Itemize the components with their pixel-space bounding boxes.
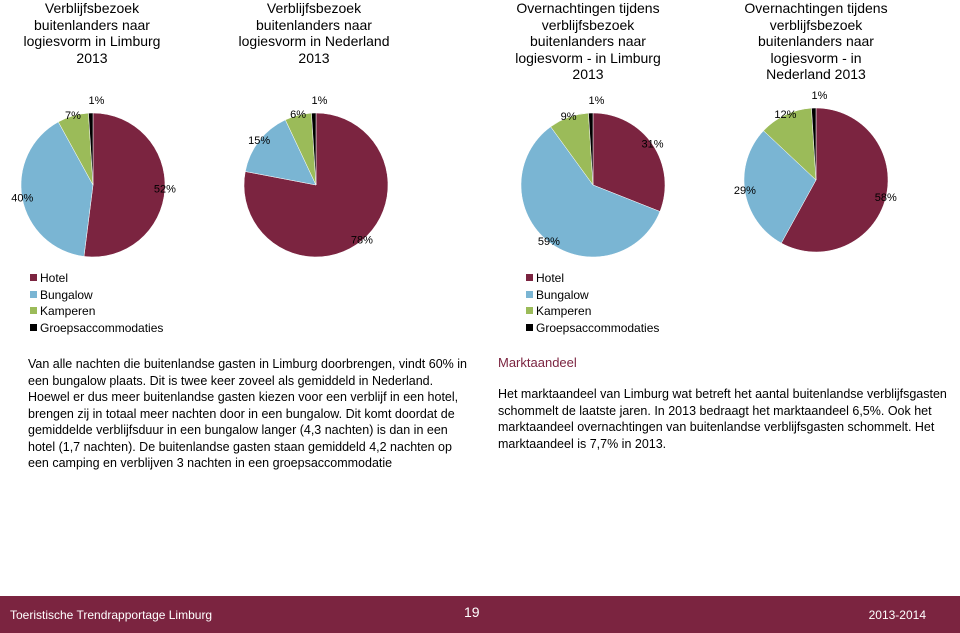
footer-year: 2013-2014 <box>868 608 926 622</box>
pie-charts: 52% 40% 7% 1% 78% 15% 6% 1% 31% 59% 9% 1% 58% 29% 12% 1… <box>11 90 897 258</box>
pie-slice <box>743 130 817 244</box>
pie-slice <box>83 112 166 258</box>
paragraph: Van alle nachten die buitenlandse gasten… <box>28 357 467 470</box>
chart-title: Overnachtingen tijdens verblijfsbezoek b… <box>515 0 661 82</box>
legend-item: Groepsaccommodaties <box>30 320 163 337</box>
legend-item: Kamperen <box>526 303 659 320</box>
pie-slice <box>811 107 817 181</box>
legend-label: Groepsaccommodaties <box>40 320 164 335</box>
legend-label: Hotel <box>536 271 565 285</box>
data-label: 1% <box>812 90 828 102</box>
legend-swatch <box>30 274 37 281</box>
data-label: 40% <box>11 192 33 204</box>
pie-slice <box>244 119 317 186</box>
footer-title: Toeristische Trendrapportage Limburg <box>10 608 213 622</box>
data-label: 1% <box>312 95 328 107</box>
data-label: 52% <box>154 183 176 195</box>
chart-title: Verblijfsbezoek buitenlanders naar logie… <box>238 0 390 66</box>
pie-slice <box>780 107 889 253</box>
data-label: 9% <box>561 111 577 123</box>
data-label: 12% <box>774 109 796 121</box>
legend-label: Kamperen <box>40 304 96 318</box>
data-label: 15% <box>248 135 270 147</box>
chart-title: Verblijfsbezoek buitenlanders naar logie… <box>23 0 161 66</box>
legend-swatch <box>526 290 533 298</box>
page-number: 19 <box>464 604 480 620</box>
legend-swatch <box>30 307 37 314</box>
legend-item: Bungalow <box>30 287 163 304</box>
legend-item: Hotel <box>526 270 659 287</box>
legend-label: Kamperen <box>536 304 592 318</box>
legend-swatch <box>30 290 37 298</box>
data-label: 59% <box>538 236 560 248</box>
legend: Hotel Bungalow Kamperen Groepsaccommodaties <box>30 270 163 336</box>
legend-item: Hotel <box>30 270 163 287</box>
legend-item: Groepsaccommodaties <box>526 320 659 337</box>
data-label: 58% <box>875 192 897 204</box>
legend-label: Groepsaccommodaties <box>536 320 660 335</box>
pie-slice <box>311 112 317 186</box>
data-label: 1% <box>89 95 105 107</box>
legend-label: Hotel <box>40 271 69 285</box>
paragraph: Het marktaandeel van Limburg wat betreft… <box>498 387 947 451</box>
legend-item: Bungalow <box>526 287 659 304</box>
pie-slice <box>592 112 666 212</box>
legend-swatch <box>526 274 533 281</box>
pie-slice <box>520 126 661 258</box>
chart-title: Overnachtingen tijdens verblijfsbezoek b… <box>744 0 888 82</box>
pie-slice <box>20 121 94 257</box>
legend-label: Bungalow <box>40 287 93 302</box>
pie-slice <box>88 112 94 186</box>
legend: Hotel Bungalow Kamperen Groepsaccommodaties <box>526 270 659 336</box>
data-label: 1% <box>589 95 605 107</box>
footer: Toeristische Trendrapportage Limburg 19 … <box>0 596 960 633</box>
pie-slice <box>588 112 594 186</box>
legend-swatch <box>526 323 533 331</box>
data-label: 78% <box>351 234 373 246</box>
data-label: 31% <box>642 138 664 150</box>
legend-swatch <box>30 323 37 331</box>
legend-swatch <box>526 307 533 314</box>
legend-label: Bungalow <box>536 287 589 302</box>
data-label: 29% <box>734 185 756 197</box>
heading: Marktaandeel <box>498 355 577 370</box>
data-label: 6% <box>290 109 306 121</box>
legend-item: Kamperen <box>30 303 163 320</box>
data-label: 7% <box>65 110 81 122</box>
